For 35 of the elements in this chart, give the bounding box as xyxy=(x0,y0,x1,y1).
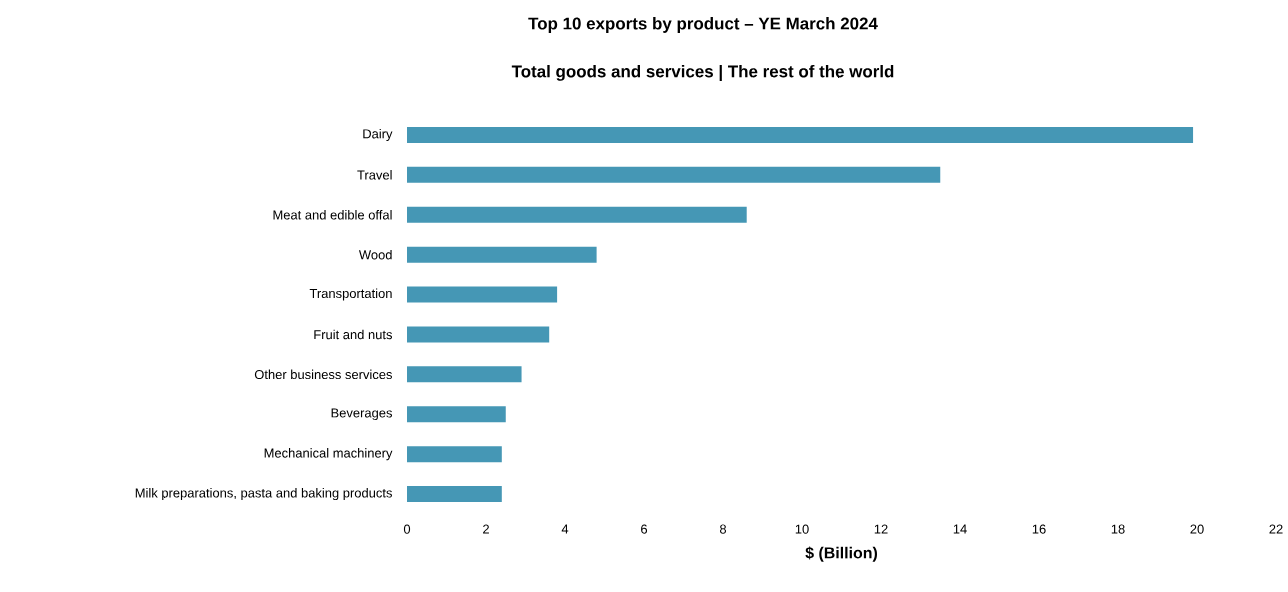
bar xyxy=(407,126,1194,143)
x-tick-label: 10 xyxy=(795,524,809,534)
x-tick-label: 16 xyxy=(1032,524,1046,534)
x-tick-label: 12 xyxy=(874,524,888,534)
chart-subtitle: Total goods and services | The rest of the world xyxy=(511,64,894,82)
x-tick-label: 2 xyxy=(483,524,489,534)
x-axis-title: $ (Billion) xyxy=(805,546,878,562)
x-tick-label: 20 xyxy=(1190,524,1204,534)
bar xyxy=(407,446,502,463)
bar xyxy=(407,206,747,223)
bar xyxy=(407,486,502,503)
x-tick-label: 0 xyxy=(403,524,411,534)
x-tick-label: 22 xyxy=(1269,524,1283,534)
y-tick-label: Fruit and nuts xyxy=(314,329,393,340)
y-tick-label: Wood xyxy=(358,249,392,260)
bar xyxy=(407,286,558,303)
y-tick-label: Meat and edible offal xyxy=(273,209,392,220)
bar xyxy=(407,366,522,383)
x-tick-label: 18 xyxy=(1111,524,1125,534)
bar xyxy=(407,406,506,423)
bar xyxy=(407,246,597,263)
y-tick-label: Other business services xyxy=(254,369,392,380)
y-tick-label: Beverages xyxy=(331,408,393,421)
y-tick-label: Travel xyxy=(357,170,392,180)
x-tick-label: 14 xyxy=(953,524,967,534)
y-tick-label: Dairy xyxy=(363,128,393,141)
bar xyxy=(407,326,550,343)
x-tick-label: 8 xyxy=(719,524,727,534)
y-tick-label: Milk preparations, pasta and baking products xyxy=(135,488,392,501)
x-tick-label: 4 xyxy=(561,524,569,534)
y-tick-label: Mechanical machinery xyxy=(264,448,393,461)
y-tick-label: Transportation xyxy=(309,288,392,301)
bar xyxy=(407,166,941,183)
x-tick-label: 6 xyxy=(641,524,648,534)
chart-title: Top 10 exports by product – YE March 2024 xyxy=(528,17,878,33)
